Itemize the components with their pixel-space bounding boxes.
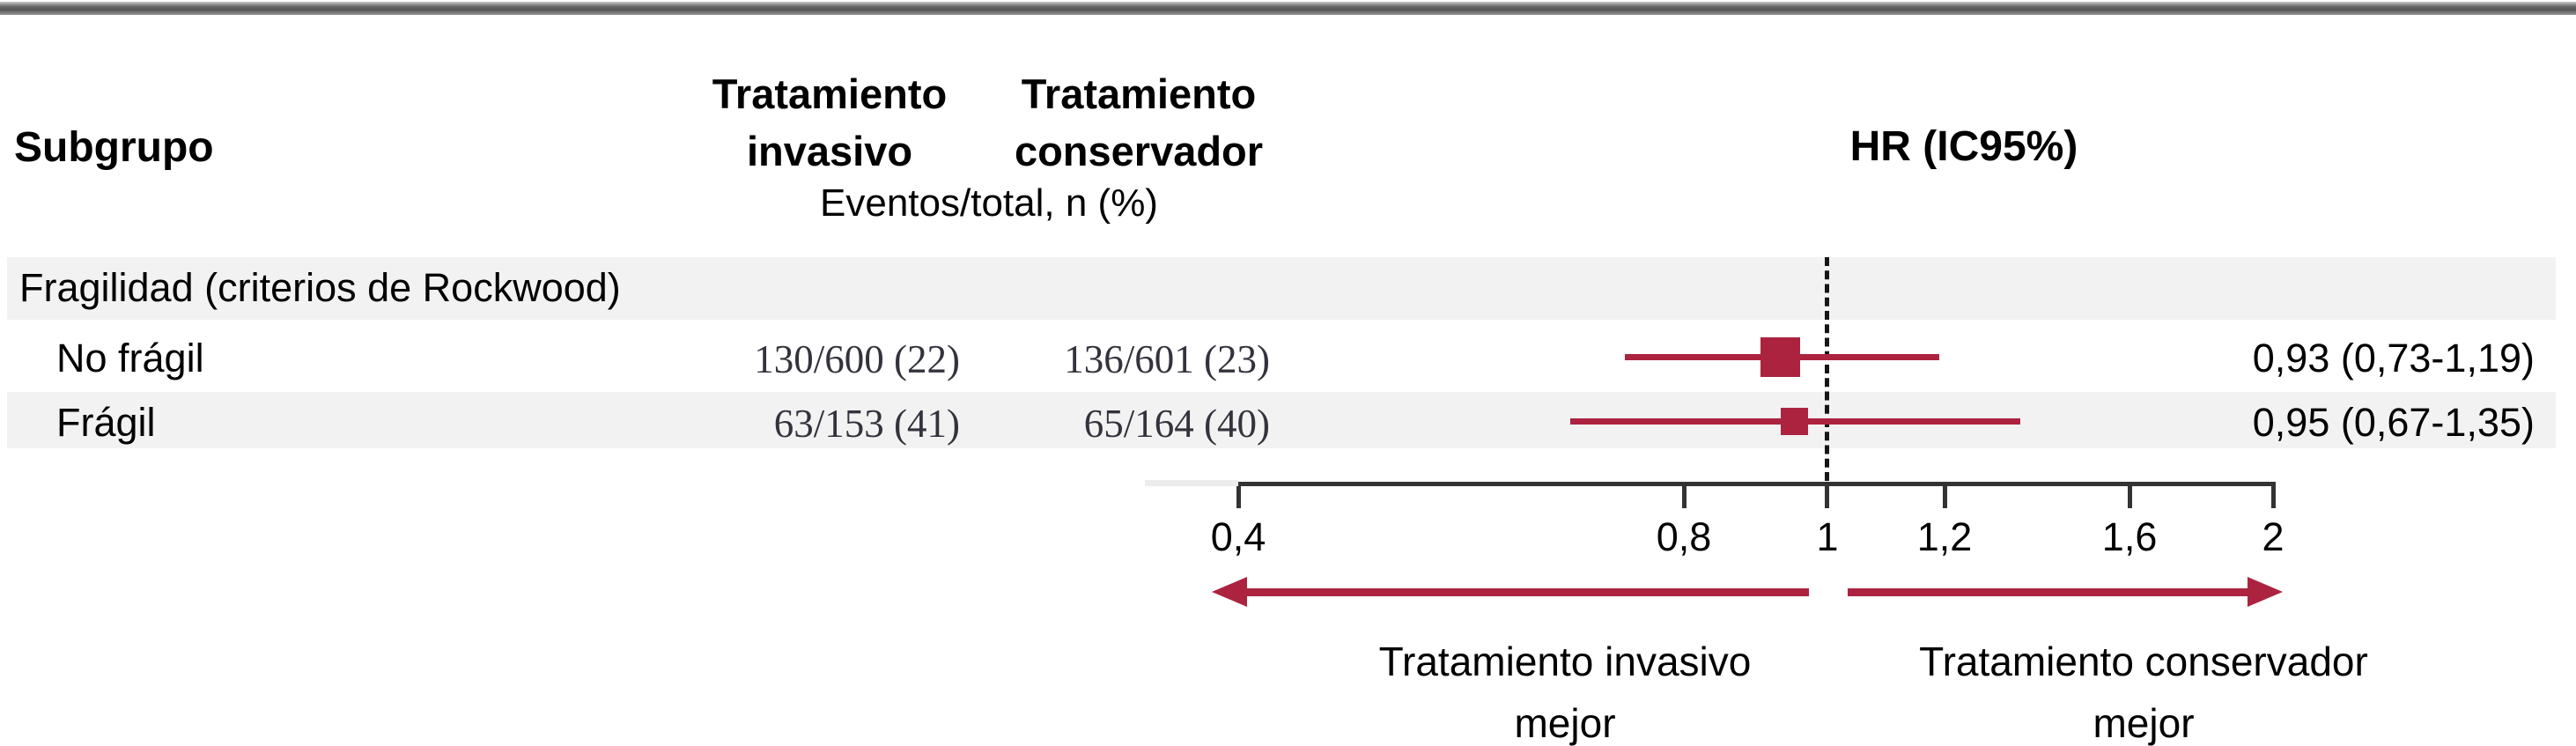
- row-label-no-fragil: No frágil: [56, 336, 204, 380]
- column-header-invasive: Tratamiento invasivo: [653, 65, 1006, 180]
- direction-label-right-line2: mejor: [2093, 700, 2195, 746]
- left-arrow-head-icon: [1212, 577, 1247, 607]
- axis-tick: [1825, 482, 1830, 508]
- axis-tick-label: 1: [1816, 514, 1839, 559]
- row-band-fragil: [7, 392, 2556, 448]
- hr-value-fragil: 0,95 (0,67-1,35): [2252, 400, 2535, 445]
- hr-value-no-fragil: 0,93 (0,73-1,19): [2252, 336, 2535, 380]
- right-arrow-head-icon: [2248, 577, 2283, 607]
- column-header-conservative: Tratamiento conservador: [963, 65, 1315, 180]
- direction-label-right: Tratamiento conservador mejor: [1835, 631, 2452, 746]
- direction-label-left-line2: mejor: [1514, 700, 1616, 746]
- events-total-note: Eventos/total, n (%): [820, 181, 1158, 225]
- hr-point: [1760, 336, 1801, 377]
- hr-point: [1781, 407, 1808, 435]
- events-conservative-fragil: 65/164 (40): [1083, 402, 1270, 446]
- column-header-invasive-line2: invasivo: [746, 128, 913, 174]
- axis-tick: [2127, 482, 2132, 508]
- right-arrow-shaft: [1848, 588, 2251, 596]
- column-header-conservative-line2: conservador: [1014, 128, 1264, 174]
- direction-label-right-line1: Tratamiento conservador: [1919, 639, 2368, 684]
- left-arrow-shaft: [1244, 588, 1809, 596]
- x-axis-line: [1238, 482, 2273, 486]
- column-header-hr: HR (IC95%): [1849, 123, 2078, 170]
- events-invasive-no-fragil: 130/600 (22): [754, 337, 960, 381]
- reference-line: [1825, 257, 1830, 481]
- direction-label-left: Tratamiento invasivo mejor: [1257, 631, 1873, 746]
- axis-tick-label: 1,2: [1916, 514, 1973, 559]
- group-header-label: Fragilidad (criterios de Rockwood): [19, 265, 621, 310]
- column-header-invasive-line1: Tratamiento: [712, 70, 948, 117]
- events-invasive-fragil: 63/153 (41): [773, 402, 960, 446]
- axis-tick: [1236, 482, 1241, 508]
- axis-tick: [2270, 482, 2276, 508]
- row-band-group-header: [7, 257, 2556, 320]
- column-header-subgroup: Subgrupo: [14, 124, 214, 171]
- column-header-conservative-line1: Tratamiento: [1021, 70, 1257, 117]
- top-divider-bar: [0, 2, 2576, 15]
- axis-tick-label: 0,8: [1656, 514, 1712, 559]
- axis-tick: [1942, 482, 1947, 508]
- events-conservative-no-fragil: 136/601 (23): [1064, 337, 1270, 381]
- axis-tick: [1681, 482, 1687, 508]
- axis-tick-label: 0,4: [1210, 514, 1266, 559]
- row-label-fragil: Frágil: [56, 400, 156, 445]
- axis-tick-label: 2: [2262, 514, 2284, 559]
- direction-label-left-line1: Tratamiento invasivo: [1378, 639, 1752, 684]
- axis-tick-label: 1,6: [2101, 514, 2158, 559]
- axis-left-fade-strip: [1145, 480, 1238, 486]
